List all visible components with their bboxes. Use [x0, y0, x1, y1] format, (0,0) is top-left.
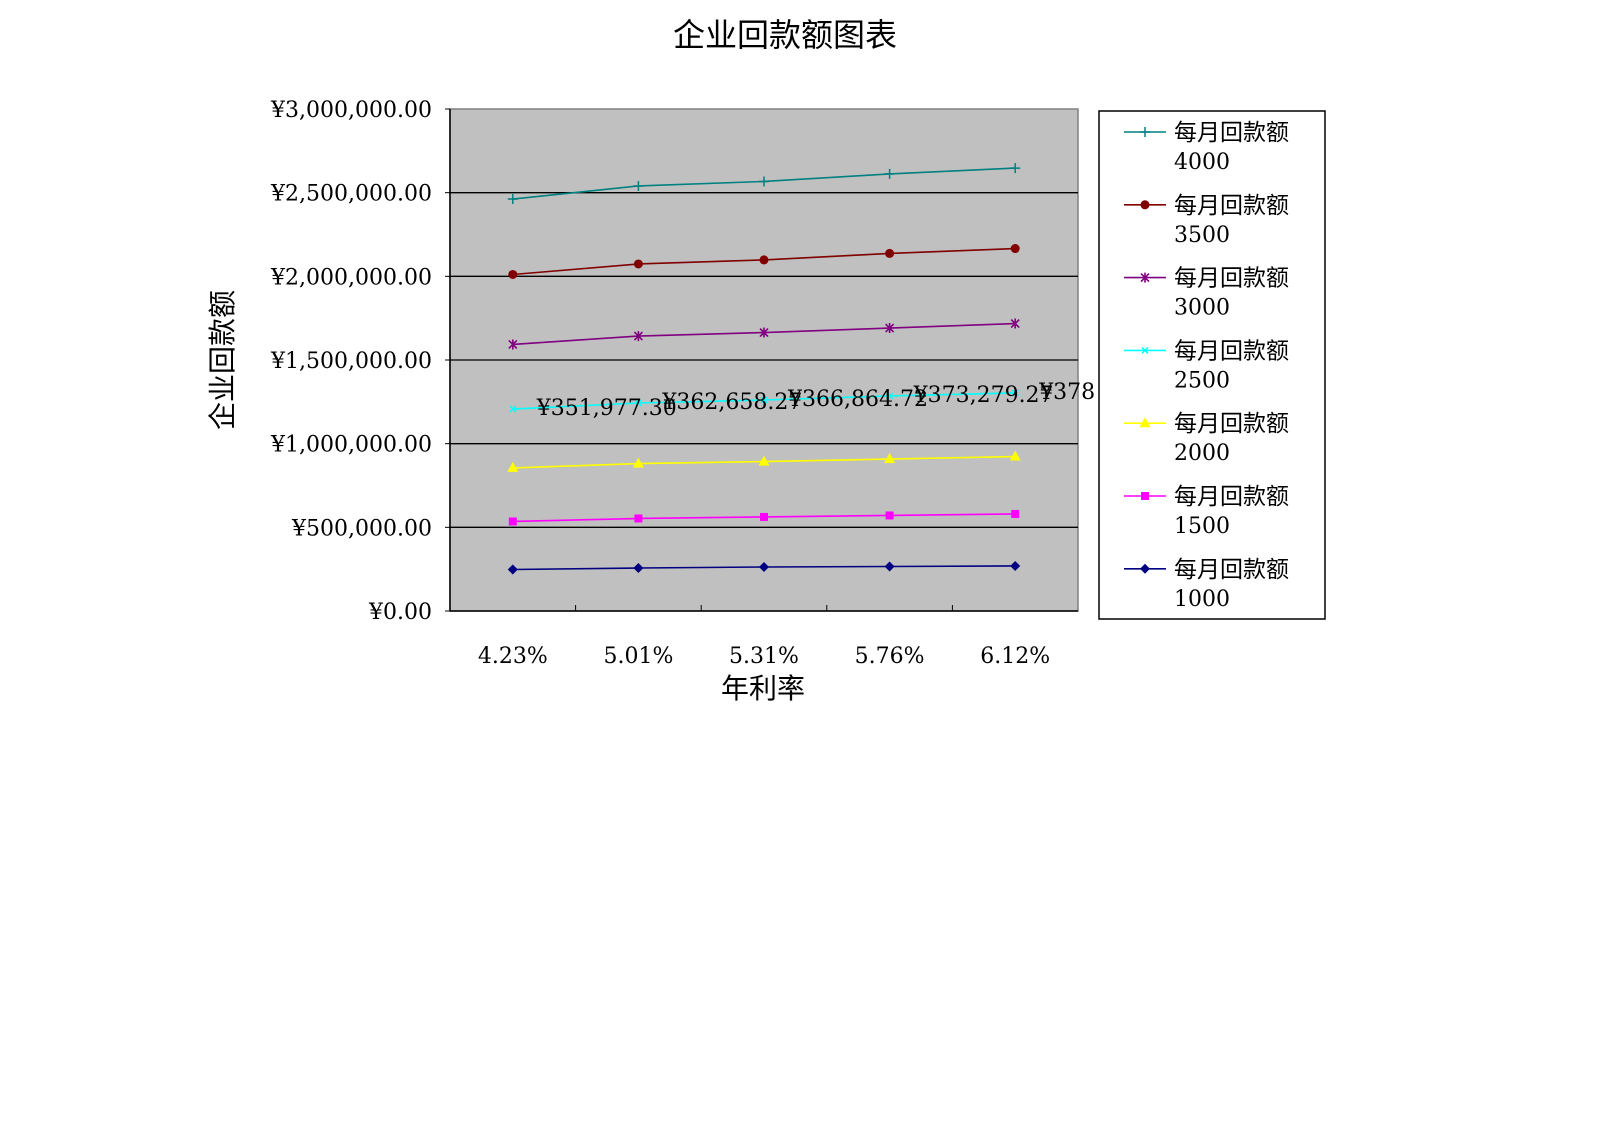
- series-2000: [507, 450, 1021, 472]
- y-tick-label: ¥3,000,000.00: [270, 98, 432, 123]
- legend-marker: [1140, 200, 1150, 210]
- plot-area: ¥0.00 ¥500,000.00 ¥1,000,000.00 ¥1,500,000.…: [270, 98, 1095, 669]
- legend-label: 每月回款额: [1174, 484, 1289, 510]
- data-point: [885, 511, 894, 520]
- x-tick-label: 5.31%: [729, 644, 799, 669]
- x-tick-label: 4.23%: [478, 644, 548, 669]
- legend-item-3500: 每月回款额 3500: [1124, 193, 1289, 248]
- series-2500: ¥351,977.30¥362,658.27¥366,864.72¥373,27…: [509, 380, 1095, 421]
- y-tick-label: ¥1,500,000.00: [270, 349, 432, 374]
- data-point: [507, 461, 519, 472]
- x-axis-title: 年利率: [721, 672, 805, 705]
- y-tick-label: ¥1,000,000.00: [270, 433, 432, 458]
- data-label: ¥362,658.27: [661, 390, 802, 415]
- data-point: [760, 396, 768, 404]
- data-point: [632, 457, 644, 468]
- data-point: [1010, 560, 1021, 571]
- series-1500: [508, 509, 1020, 526]
- legend-item-2500: 每月回款额 2500: [1124, 338, 1289, 393]
- data-point: [507, 564, 518, 575]
- data-point: [508, 269, 518, 279]
- data-point: [885, 323, 895, 334]
- legend-label: 每月回款额: [1174, 266, 1289, 292]
- legend-item-4000: 每月回款额 4000: [1124, 120, 1289, 175]
- data-point: [633, 180, 644, 191]
- data-label: ¥378: [1038, 380, 1095, 405]
- data-point: [885, 248, 895, 258]
- data-point: [634, 399, 642, 407]
- y-axis-title: 企业回款额: [206, 290, 239, 430]
- data-point: [633, 562, 644, 573]
- data-point: [759, 176, 769, 187]
- y-tick-label: ¥2,000,000.00: [270, 265, 432, 290]
- data-point: [884, 453, 896, 464]
- data-point: [758, 455, 770, 466]
- legend: 每月回款额4000每月回款额3500每月回款额3000每月回款额2500每月回款…: [1098, 110, 1326, 620]
- legend-box: [1098, 110, 1326, 620]
- data-point: [886, 392, 894, 400]
- data-point: [633, 259, 643, 269]
- y-tick-label: ¥500,000.00: [291, 516, 432, 541]
- legend-label-value: 4000: [1174, 150, 1230, 175]
- data-label: ¥366,864.72: [787, 387, 928, 412]
- series-4000: [507, 163, 1021, 205]
- data-point: [1011, 389, 1019, 397]
- x-tick-label: 6.12%: [980, 644, 1050, 669]
- legend-label: 每月回款额: [1174, 193, 1289, 219]
- data-point: [759, 255, 769, 265]
- legend-label-value: 3000: [1174, 296, 1230, 321]
- data-point: [759, 327, 769, 338]
- x-tick-label: 5.76%: [855, 644, 925, 669]
- data-point: [634, 514, 643, 523]
- data-labels: ¥351,977.30¥362,658.27¥366,864.72¥373,27…: [536, 380, 1095, 421]
- data-point: [1010, 163, 1021, 174]
- legend-label: 每月回款额: [1174, 338, 1289, 364]
- legend-label-value: 1500: [1174, 514, 1230, 539]
- legend-marker: [1140, 272, 1150, 283]
- legend-label: 每月回款额: [1174, 557, 1289, 583]
- data-label: ¥351,977.30: [536, 396, 677, 421]
- data-point: [759, 561, 769, 572]
- data-point: [507, 194, 518, 205]
- series-3500: [508, 244, 1020, 279]
- legend-label-value: 2000: [1174, 441, 1230, 466]
- data-point: [1009, 450, 1021, 461]
- data-point: [508, 339, 518, 350]
- legend-marker: [1139, 417, 1151, 428]
- legend-item-3000: 每月回款额 3000: [1124, 266, 1289, 321]
- data-point: [884, 168, 895, 179]
- legend-marker: [1141, 492, 1149, 500]
- series-1000: [507, 560, 1021, 575]
- data-point: [884, 561, 895, 572]
- y-tick-label: ¥0.00: [368, 600, 432, 625]
- legend-label: 每月回款额: [1174, 411, 1289, 437]
- y-tick-label: ¥2,500,000.00: [270, 182, 432, 207]
- chart-title: 企业回款额图表: [673, 16, 897, 54]
- legend-item-2000: 每月回款额 2000: [1124, 411, 1289, 466]
- legend-marker: [1140, 127, 1150, 137]
- data-point: [1010, 244, 1020, 254]
- data-point: [509, 405, 517, 413]
- legend-item-1000: 每月回款额 1000: [1124, 557, 1289, 612]
- legend-label-value: 3500: [1174, 223, 1230, 248]
- data-point: [508, 517, 517, 526]
- legend-item-1500: 每月回款额 1500: [1124, 484, 1289, 539]
- legend-marker: [1140, 563, 1150, 574]
- legend-marker: [1141, 346, 1149, 354]
- legend-label: 每月回款额: [1174, 120, 1289, 146]
- series-3000: [508, 318, 1020, 350]
- legend-label-value: 1000: [1174, 587, 1230, 612]
- legend-label-value: 2500: [1174, 368, 1230, 393]
- x-tick-label: 5.01%: [603, 644, 673, 669]
- data-point: [1010, 318, 1020, 329]
- data-point: [633, 331, 643, 342]
- data-label: ¥373,279.27: [913, 383, 1054, 408]
- data-point: [1011, 509, 1020, 518]
- data-point: [760, 512, 768, 521]
